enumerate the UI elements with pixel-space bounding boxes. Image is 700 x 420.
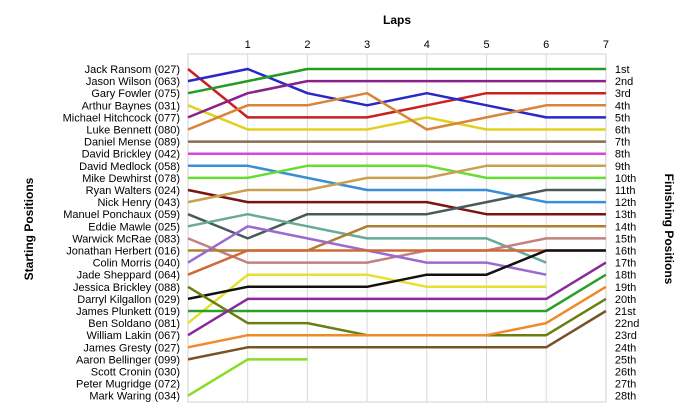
series-line <box>187 249 606 301</box>
start-position-label: Ben Soldano (081) <box>88 318 180 330</box>
series-line <box>187 164 606 204</box>
finish-position-label: 4th <box>615 100 630 112</box>
start-position-label: Arthur Baynes (031) <box>82 100 180 112</box>
finish-position-label: 27th <box>615 379 636 391</box>
finish-position-label: 2nd <box>615 76 633 88</box>
start-position-label: Manuel Ponchaux (059) <box>63 209 180 221</box>
finish-position-label: 24th <box>615 342 636 354</box>
start-position-label: David Medlock (058) <box>79 161 180 173</box>
finish-position-label: 21st <box>615 306 636 318</box>
start-position-label: Jason Wilson (063) <box>86 76 180 88</box>
start-position-label: Ryan Walters (024) <box>86 185 180 197</box>
series-line <box>187 273 547 325</box>
finish-position-label: 17th <box>615 258 636 270</box>
start-position-label: Jessica Brickley (088) <box>73 282 180 294</box>
finish-position-label: 20th <box>615 294 636 306</box>
series-line <box>187 309 607 361</box>
start-position-label: Scott Cronin (030) <box>91 367 180 379</box>
finish-position-label: 5th <box>615 112 630 124</box>
x-tick-label: 2 <box>304 39 310 51</box>
x-tick-label: 1 <box>245 39 251 51</box>
finish-position-label: 11th <box>615 185 636 197</box>
series-line <box>187 67 606 95</box>
series-line <box>188 164 606 204</box>
start-position-label: Eddie Mawle (025) <box>88 221 180 233</box>
finish-position-label: 22nd <box>615 318 639 330</box>
start-position-label: Jack Ransom (027) <box>85 64 180 76</box>
finish-position-label: 7th <box>615 137 630 149</box>
starting-position-labels: Jack Ransom (027)Jason Wilson (063)Gary … <box>63 64 180 403</box>
finish-position-label: 1st <box>615 64 630 76</box>
finishing-position-labels: 1st2nd3rd4th5th6th7th8th9th10th11th12th1… <box>615 64 639 403</box>
finish-position-label: 18th <box>615 270 636 282</box>
finish-position-label: 16th <box>615 246 636 258</box>
start-position-label: James Plunkett (019) <box>76 306 180 318</box>
start-position-label: William Lakin (067) <box>86 330 180 342</box>
series-line <box>187 212 547 264</box>
finish-position-label: 10th <box>615 173 636 185</box>
finish-position-label: 25th <box>615 354 636 366</box>
start-position-label: Daniel Mense (089) <box>84 137 180 149</box>
series-line <box>187 67 606 119</box>
start-position-label: Gary Fowler (075) <box>91 88 180 100</box>
finish-position-label: 12th <box>615 197 636 209</box>
x-tick-label: 6 <box>543 39 549 51</box>
left-axis-title: Starting Positions <box>22 177 36 280</box>
x-tick-label: 4 <box>424 39 430 51</box>
start-position-label: Mike Dewhirst (078) <box>82 173 180 185</box>
start-position-label: Warwick McRae (083) <box>72 233 180 245</box>
start-position-label: Nick Henry (043) <box>97 197 180 209</box>
finish-position-label: 15th <box>615 233 636 245</box>
finish-position-label: 19th <box>615 282 636 294</box>
start-position-label: Luke Bennett (080) <box>86 125 180 137</box>
finish-position-label: 14th <box>615 221 636 233</box>
series-line <box>187 261 607 337</box>
x-tick-label: 3 <box>364 39 370 51</box>
series-lines <box>187 67 607 397</box>
start-position-label: Peter Mugridge (072) <box>76 379 180 391</box>
start-position-label: Colin Morris (040) <box>93 258 180 270</box>
finish-position-label: 9th <box>615 161 630 173</box>
start-position-label: David Brickley (042) <box>82 149 180 161</box>
finish-position-label: 6th <box>615 125 630 137</box>
series-line <box>187 188 606 240</box>
series-line <box>187 79 606 119</box>
finish-position-label: 23rd <box>615 330 637 342</box>
series-line <box>187 249 606 276</box>
start-position-label: Jade Sheppard (064) <box>77 270 180 282</box>
series-line <box>187 285 607 349</box>
x-tick-label: 5 <box>483 39 489 51</box>
finish-position-label: 3rd <box>615 88 631 100</box>
start-position-label: Aaron Bellinger (099) <box>76 354 180 366</box>
start-position-label: James Gresty (027) <box>83 342 180 354</box>
series-line <box>187 358 308 397</box>
finish-position-label: 13th <box>615 209 636 221</box>
finish-position-label: 28th <box>615 391 636 403</box>
series-line <box>187 104 606 131</box>
series-line <box>187 91 606 131</box>
series-line <box>188 164 606 180</box>
x-tick-label: 7 <box>603 39 609 51</box>
finish-position-label: 26th <box>615 367 636 379</box>
start-position-label: Darryl Kilgallon (029) <box>77 294 180 306</box>
grid-lines <box>187 53 607 403</box>
finish-position-label: 8th <box>615 149 630 161</box>
start-position-label: Michael Hitchcock (077) <box>63 112 180 124</box>
x-tick-labels: 1 2 3 4 5 6 7 <box>245 39 609 51</box>
x-axis-title: Laps <box>383 13 411 27</box>
series-line <box>188 273 607 313</box>
right-axis-title: Finishing Positions <box>662 174 676 285</box>
start-position-label: Jonathan Herbert (016) <box>66 246 180 258</box>
series-line <box>187 188 606 216</box>
start-position-label: Mark Waring (034) <box>89 391 180 403</box>
